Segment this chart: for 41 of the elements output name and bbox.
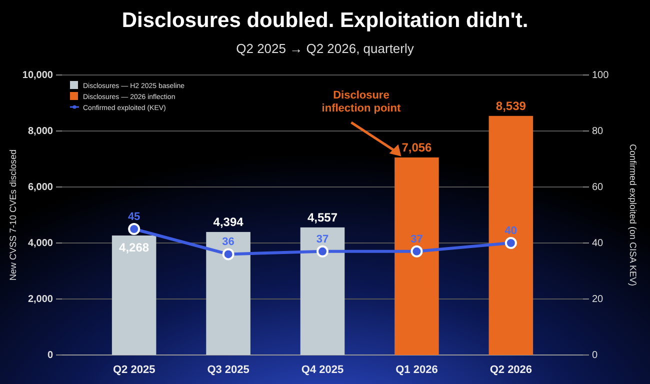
bar xyxy=(112,235,156,355)
data-label: 37 xyxy=(410,233,423,246)
point xyxy=(410,245,423,258)
x-tick-label: Q1 2026 xyxy=(396,364,438,376)
y-tick-label: 4,000 xyxy=(28,238,54,250)
data-label: 7,056 xyxy=(402,140,432,154)
y2-axis-title: Confirmed exploited (on CISA KEV) xyxy=(628,144,638,286)
chart-subtitle: Q2 2025 → Q2 2026, quarterly xyxy=(236,41,414,56)
y2-tick-label: 20 xyxy=(592,294,604,306)
point xyxy=(222,248,234,260)
y2-tick-label: 0 xyxy=(592,350,598,362)
data-label: 8,539 xyxy=(496,98,526,113)
data-label: 4,268 xyxy=(119,240,150,254)
x-tick-label: Q4 2025 xyxy=(301,364,344,376)
y2-tick-label: 40 xyxy=(592,238,604,250)
data-label: 4,557 xyxy=(307,210,338,224)
chart-title: Disclosures doubled. Exploitation didn't. xyxy=(122,9,528,32)
y-tick-label: 2,000 xyxy=(28,294,54,306)
y-axis-title: New CVSS 7-10 CVEs disclosed xyxy=(8,149,18,281)
x-tick-label: Q2 2026 xyxy=(490,364,532,376)
data-label: 45 xyxy=(128,211,140,223)
bar xyxy=(488,116,534,355)
y2-tick-label: 80 xyxy=(592,126,604,138)
data-label: 37 xyxy=(316,233,329,246)
data-label: 4,394 xyxy=(213,214,244,229)
bar xyxy=(206,232,250,355)
y-tick-label: 8,000 xyxy=(28,126,54,138)
annotation: Disclosure inflection point xyxy=(322,89,401,114)
data-label: 36 xyxy=(222,236,234,248)
y-tick-label: 10,000 xyxy=(22,70,54,82)
data-label: 40 xyxy=(504,225,518,237)
y-tick-label: 0 xyxy=(47,350,54,362)
y2-tick-label: 60 xyxy=(592,182,604,194)
x-tick-label: Q2 2025 xyxy=(112,364,156,376)
y-tick-label: 6,000 xyxy=(28,182,54,194)
x-tick-label: Q3 2025 xyxy=(207,364,250,376)
point xyxy=(504,237,517,249)
y2-tick-label: 100 xyxy=(592,70,610,82)
point xyxy=(128,223,140,235)
point xyxy=(316,245,328,258)
bar xyxy=(300,227,345,355)
